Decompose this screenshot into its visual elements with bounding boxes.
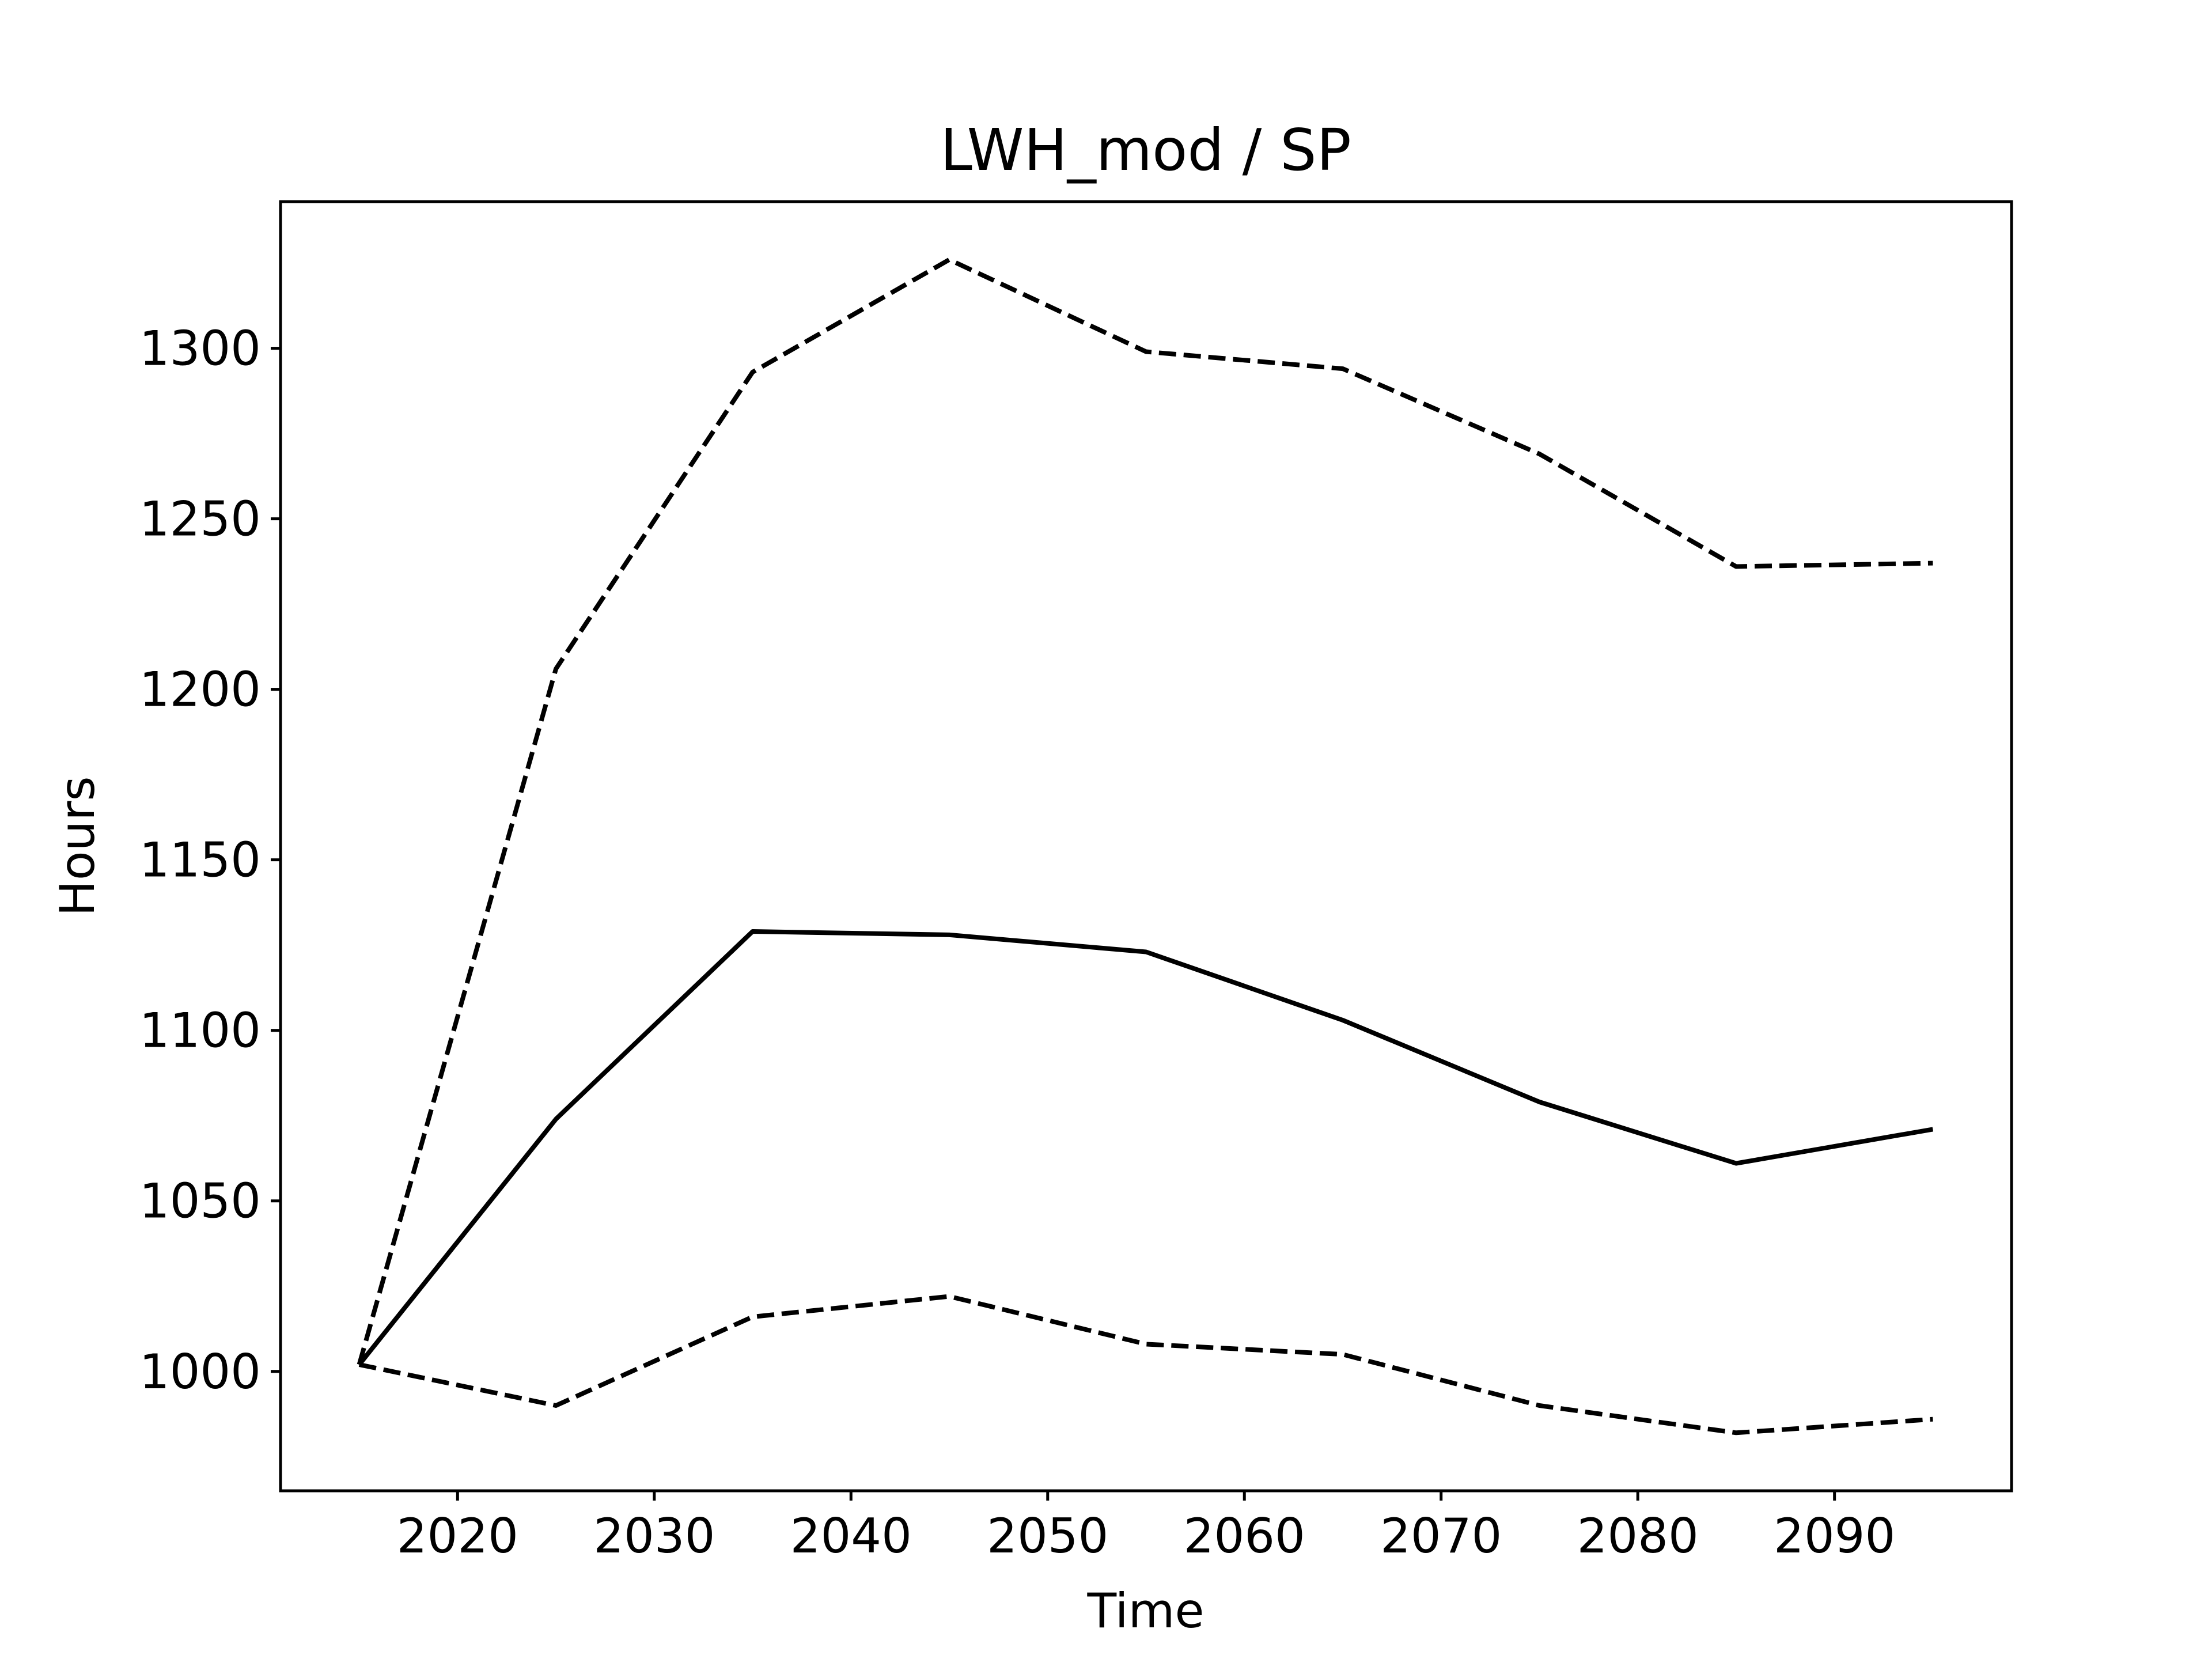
chart-title: LWH_mod / SP: [940, 116, 1351, 184]
x-tick-label: 2040: [790, 1508, 912, 1564]
dashed-series-line-1: [357, 257, 1933, 1365]
x-tick-label: 2060: [1184, 1508, 1305, 1564]
dashed-series-line-2: [358, 1294, 1933, 1435]
x-tick-label: 2050: [987, 1508, 1108, 1564]
plot-area-frame: [279, 200, 2013, 1493]
y-tick-label: 1250: [139, 491, 261, 547]
x-tick-label: 2020: [397, 1508, 518, 1564]
y-axis-title: Hours: [50, 776, 105, 916]
y-tick-label: 1150: [139, 832, 261, 888]
solid-series-line-0: [357, 929, 1934, 1366]
y-tick-label: 1050: [139, 1173, 261, 1229]
x-tick-label: 2080: [1577, 1508, 1699, 1564]
x-axis-title: Time: [1086, 1583, 1204, 1639]
y-tick-label: 1100: [139, 1003, 261, 1059]
series-layer: [357, 257, 1934, 1435]
x-tick-label: 2090: [1774, 1508, 1895, 1564]
y-tick-label: 1000: [139, 1344, 261, 1400]
x-tick-label: 2070: [1380, 1508, 1502, 1564]
y-axis: 1000 1050 1100 1150 1200 1250 1300: [139, 321, 281, 1400]
y-tick-label: 1300: [139, 321, 261, 377]
x-axis: 2020 2030 2040 2050 2060 2070 2080 2090: [397, 1491, 1895, 1564]
y-tick-label: 1200: [139, 662, 261, 718]
x-tick-label: 2030: [593, 1508, 715, 1564]
